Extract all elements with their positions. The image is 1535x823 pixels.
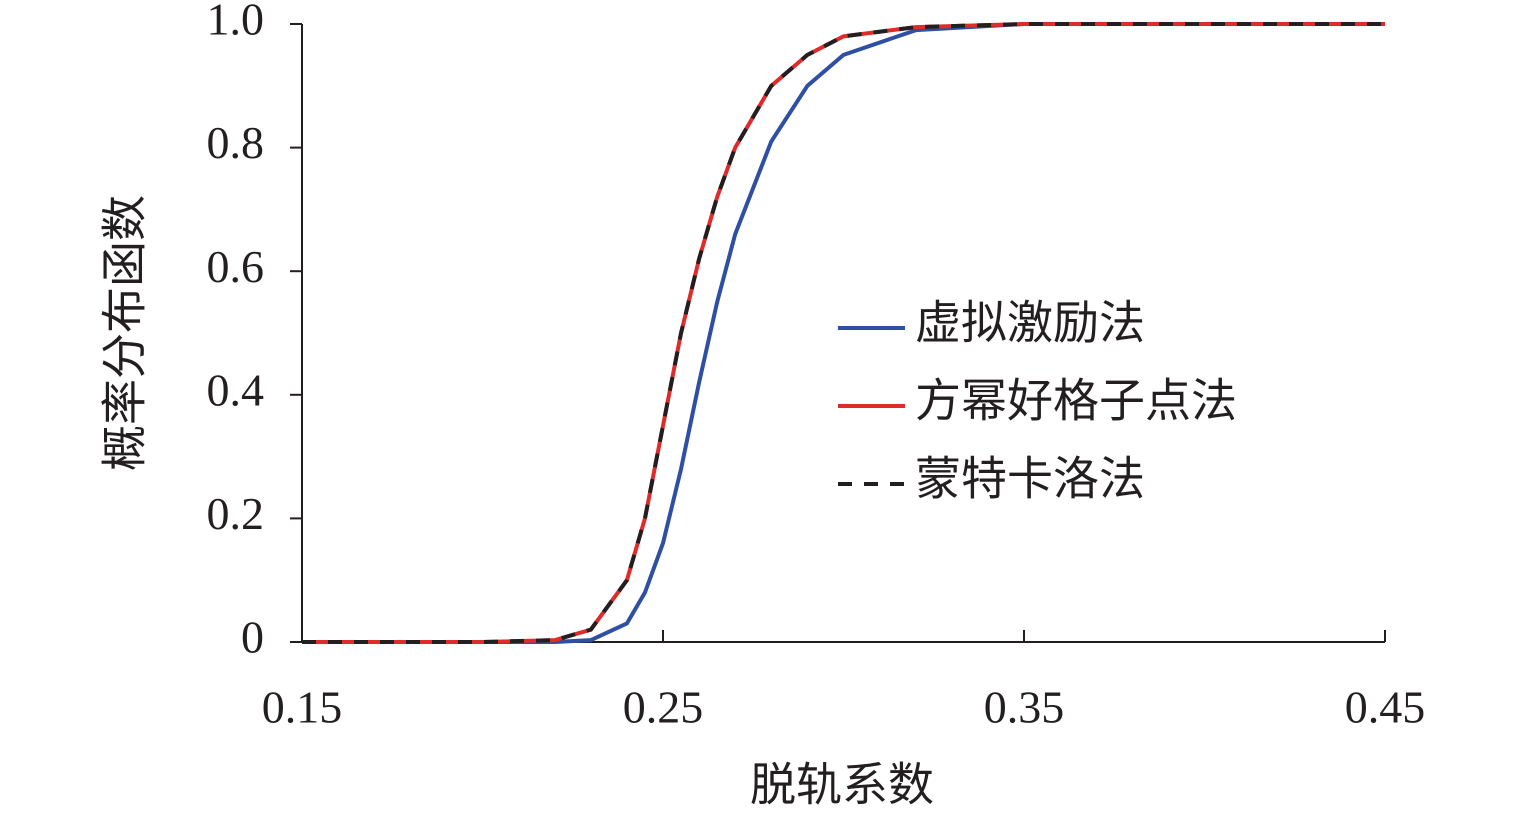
legend-label: 方幂好格子点法 [915, 376, 1237, 427]
y-tick-label: 0.4 [207, 364, 265, 415]
x-tick-label: 0.25 [623, 682, 704, 733]
x-tick-label: 0.15 [262, 682, 343, 733]
y-tick-label: 0.6 [207, 241, 265, 292]
legend-label: 虚拟激励法 [915, 298, 1145, 349]
y-tick-label: 0 [241, 612, 264, 663]
x-tick-label: 0.35 [984, 682, 1065, 733]
series-line [302, 22, 1385, 644]
y-tick-label: 0.8 [207, 117, 265, 168]
series-line [302, 22, 1385, 644]
y-tick-label: 0.2 [207, 488, 265, 539]
series-line [302, 22, 1385, 644]
y-tick-label: 1.0 [207, 0, 265, 45]
y-axis-label: 概率分布函数 [100, 195, 151, 471]
x-tick-label: 0.45 [1345, 682, 1426, 733]
x-axis-label: 脱轨系数 [750, 760, 934, 811]
legend-label: 蒙特卡洛法 [915, 454, 1145, 505]
